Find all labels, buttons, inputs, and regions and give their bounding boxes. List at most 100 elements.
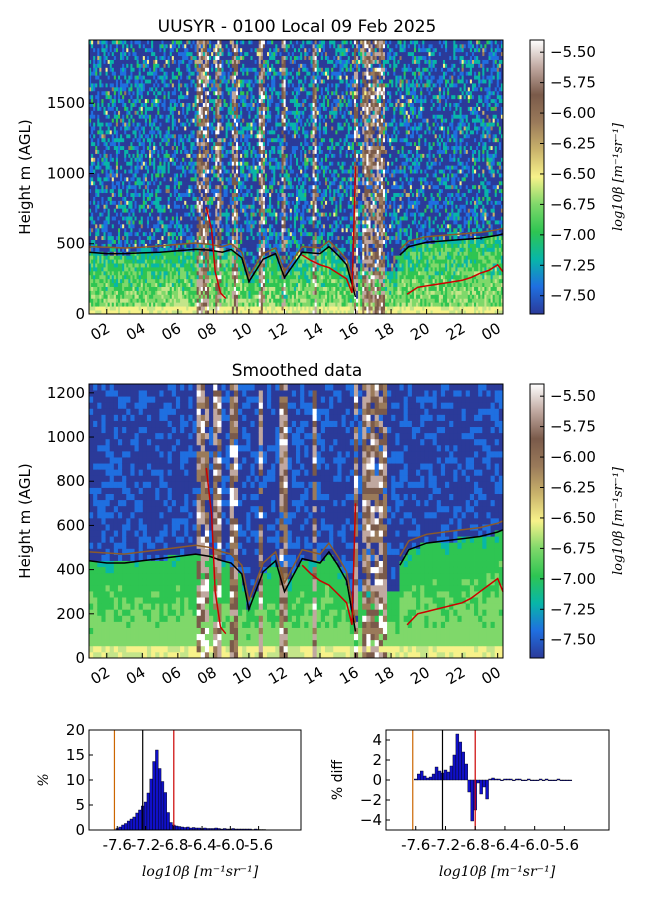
- heatmap-cell: [146, 184, 150, 190]
- heatmap-cell: [109, 110, 113, 115]
- heatmap-cell: [97, 67, 100, 72]
- heatmap-cell: [198, 235, 202, 241]
- heatmap-cell: [229, 290, 233, 295]
- heatmap-cell: [115, 47, 119, 53]
- heatmap-cell: [122, 223, 125, 229]
- heatmap-cell: [211, 94, 214, 100]
- heatmap-cell: [200, 149, 204, 154]
- heatmap-cell: [97, 223, 100, 229]
- heatmap-cell: [120, 243, 123, 248]
- heatmap-cell: [155, 212, 158, 217]
- heatmap-cell: [93, 177, 96, 182]
- heatmap-cell: [130, 188, 133, 194]
- heatmap-cell: [233, 130, 237, 135]
- heatmap-cell: [89, 71, 92, 76]
- heatmap-cell: [153, 86, 156, 92]
- heatmap-cell: [221, 141, 224, 147]
- heatmap-cell: [204, 153, 208, 158]
- heatmap-cell: [163, 94, 166, 100]
- heatmap-cell: [134, 133, 138, 139]
- heatmap-cell: [161, 130, 164, 135]
- heatmap-cell: [159, 231, 162, 237]
- heatmap-cell: [221, 75, 224, 80]
- heatmap-cell: [204, 200, 208, 205]
- heatmap-cell: [109, 192, 113, 197]
- heatmap-cell: [109, 145, 113, 150]
- heatmap-cell: [113, 67, 117, 72]
- heatmap-cell: [109, 161, 113, 166]
- heatmap-cell: [206, 126, 210, 131]
- heatmap-cell: [161, 267, 164, 272]
- heatmap-cell: [113, 71, 117, 76]
- heatmap-cell: [213, 286, 216, 291]
- heatmap-cell: [107, 102, 111, 107]
- heatmap-cell: [225, 110, 229, 115]
- heatmap-cell: [95, 98, 98, 104]
- heatmap-cell: [233, 294, 237, 299]
- heatmap-cell: [111, 243, 115, 248]
- heatmap-cell: [184, 102, 187, 107]
- heatmap-cell: [132, 235, 135, 241]
- heatmap-cell: [219, 286, 222, 291]
- heatmap-cell: [213, 310, 216, 315]
- heatmap-cell: [117, 47, 121, 53]
- heatmap-cell: [169, 98, 173, 104]
- heatmap-cell: [136, 235, 140, 241]
- heatmap-cell: [91, 59, 94, 64]
- heatmap-cell: [122, 180, 125, 186]
- heatmap-cell: [202, 298, 206, 303]
- heatmap-cell: [107, 79, 111, 84]
- heatmap-cell: [126, 239, 129, 244]
- heatmap-cell: [101, 220, 104, 225]
- heatmap-cell: [99, 165, 102, 170]
- heatmap-cell: [173, 278, 177, 284]
- heatmap-cell: [142, 184, 146, 190]
- heatmap-cell: [182, 133, 185, 139]
- heatmap-cell: [97, 130, 100, 135]
- heatmap-cell: [136, 51, 140, 57]
- heatmap-cell: [155, 177, 158, 182]
- heatmap-cell: [157, 165, 160, 170]
- heatmap-cell: [163, 223, 166, 229]
- heatmap-cell: [180, 40, 183, 45]
- heatmap-cell: [188, 220, 191, 225]
- heatmap-cell: [146, 40, 150, 45]
- heatmap-cell: [120, 79, 123, 84]
- heatmap-cell: [128, 40, 131, 45]
- heatmap-cell: [153, 153, 156, 158]
- heatmap-cell: [198, 212, 202, 217]
- heatmap-cell: [173, 200, 177, 205]
- heatmap-cell: [213, 235, 216, 241]
- heatmap-cell: [149, 243, 152, 248]
- heatmap-cell: [113, 63, 117, 68]
- heatmap-cell: [178, 223, 181, 229]
- heatmap-cell: [99, 302, 102, 307]
- heatmap-cell: [95, 114, 98, 119]
- heatmap-cell: [115, 165, 119, 170]
- heatmap-cell: [140, 67, 144, 72]
- heatmap-cell: [204, 255, 208, 260]
- heatmap-cell: [217, 306, 220, 311]
- heatmap-cell: [184, 114, 187, 119]
- heatmap-cell: [128, 212, 131, 217]
- heatmap-cell: [117, 79, 121, 84]
- heatmap-cell: [169, 294, 173, 299]
- heatmap-cell: [103, 274, 106, 280]
- heatmap-cell: [233, 223, 237, 229]
- heatmap-cell: [136, 216, 140, 221]
- heatmap-cell: [140, 278, 144, 284]
- heatmap-cell: [151, 294, 154, 299]
- heatmap-cell: [217, 90, 220, 96]
- heatmap-cell: [182, 192, 185, 197]
- heatmap-cell: [217, 231, 220, 237]
- heatmap-cell: [89, 79, 92, 84]
- heatmap-cell: [138, 110, 142, 115]
- heatmap-cell: [124, 106, 127, 111]
- heatmap-cell: [198, 94, 202, 100]
- heatmap-cell: [180, 270, 183, 276]
- heatmap-cell: [165, 188, 169, 194]
- heatmap-cell: [142, 173, 146, 178]
- heatmap-cell: [144, 216, 148, 221]
- heatmap-cell: [227, 184, 231, 190]
- heatmap-cell: [122, 43, 125, 49]
